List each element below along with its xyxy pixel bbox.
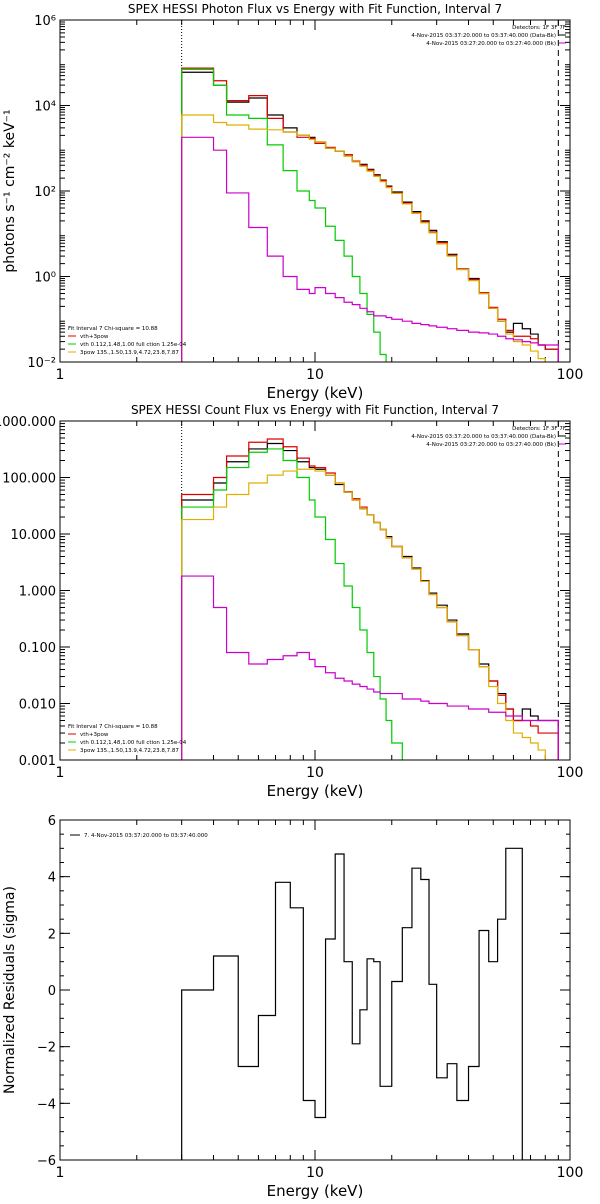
x-tick-label: 1 bbox=[56, 1165, 65, 1181]
y-tick-label: −6 bbox=[37, 1154, 56, 1169]
series-data-bk bbox=[181, 442, 559, 760]
y-tick-label: 1.000 bbox=[19, 585, 56, 600]
chart-title: SPEX HESSI Photon Flux vs Energy with Fi… bbox=[128, 2, 502, 16]
y-tick-label: 10⁶ bbox=[34, 14, 56, 29]
y-tick-label: 1000.000 bbox=[0, 415, 56, 430]
y-tick-label: −4 bbox=[37, 1097, 56, 1112]
x-tick-label: 10 bbox=[306, 1165, 324, 1181]
series-bk bbox=[181, 575, 559, 760]
legend-tr-text: 4-Nov-2015 03:27:20.000 to 03:27:40.000 … bbox=[426, 442, 556, 448]
series-vth-3pow bbox=[181, 438, 559, 760]
x-axis-label: Energy (keV) bbox=[267, 384, 364, 402]
panel-1: SPEX HESSI Photon Flux vs Energy with Fi… bbox=[2, 2, 583, 402]
series-3pow bbox=[181, 114, 546, 362]
x-tick-label: 10 bbox=[306, 765, 324, 781]
y-tick-label: 0.001 bbox=[19, 754, 56, 769]
series-vth-3pow bbox=[181, 67, 559, 362]
legend-tr-text: 4-Nov-2015 03:27:20.000 to 03:27:40.000 … bbox=[426, 41, 556, 47]
series-data-bk bbox=[181, 71, 559, 362]
y-tick-label: 10.000 bbox=[11, 528, 57, 543]
fit-info: Fit Interval 7 Chi-square = 10.88 bbox=[68, 724, 158, 730]
panel-3: 1 10 100 Energy (keV) −6 −4 −2 0 2 4 6 Normalized R… bbox=[2, 814, 583, 1200]
y-tick-label: 10² bbox=[34, 185, 56, 200]
series-vth bbox=[181, 68, 387, 362]
series-bk bbox=[181, 136, 559, 362]
x-tick-label: 1 bbox=[56, 765, 65, 781]
y-tick-label: 0.100 bbox=[19, 641, 56, 656]
y-tick-label: 0.010 bbox=[19, 698, 56, 713]
legend-tr-text: 4-Nov-2015 03:37:20.000 to 03:37:40.000 … bbox=[411, 434, 556, 440]
series-group bbox=[181, 847, 559, 1160]
fit-info: Fit Interval 7 Chi-square = 10.88 bbox=[68, 326, 158, 332]
y-tick-label: −2 bbox=[37, 1041, 56, 1056]
y-tick-label: 6 bbox=[48, 814, 56, 829]
detectors-label: Detectors: 1F 3F 7F bbox=[512, 426, 566, 432]
y-tick-label: 4 bbox=[48, 871, 56, 886]
plot-frame bbox=[59, 19, 571, 363]
y-axis-label: photons s⁻¹ cm⁻² keV⁻¹ bbox=[2, 109, 18, 272]
legend-bl-text: 3pow 135.,1.50,13.9,4.72,23.8,7.87 bbox=[80, 748, 179, 754]
legend-bl-text: vth+3pow bbox=[80, 334, 109, 340]
plot-frame bbox=[59, 420, 571, 761]
legend-bl-text: 3pow 135.,1.50,13.9,4.72,23.8,7.87 bbox=[80, 350, 179, 356]
series-3pow bbox=[181, 468, 559, 760]
plot-frame bbox=[59, 819, 571, 1161]
y-tick-label: 100.000 bbox=[2, 472, 56, 487]
y-tick-label: 2 bbox=[48, 927, 56, 942]
legend-tl-text: 7. 4-Nov-2015 03:37:20.000 to 03:37:40.0… bbox=[84, 833, 208, 839]
series-group bbox=[181, 438, 559, 760]
legend-bl-text: vth 0.112,1.48,1.00 full ction 1.25e-04 bbox=[80, 740, 187, 746]
x-tick-label: 1 bbox=[56, 367, 65, 383]
series-vth bbox=[181, 448, 403, 760]
x-tick-label: 100 bbox=[557, 765, 584, 781]
chart-title: SPEX HESSI Count Flux vs Energy with Fit… bbox=[131, 403, 499, 417]
y-tick-label: 10⁻² bbox=[27, 356, 56, 371]
legend-bl-text: vth+3pow bbox=[80, 732, 109, 738]
x-tick-label: 10 bbox=[306, 367, 324, 383]
y-tick-label: 0 bbox=[48, 984, 56, 999]
legend-bl-text: vth 0.112,1.48,1.00 full ction 1.25e-04 bbox=[80, 342, 187, 348]
x-tick-label: 100 bbox=[557, 367, 584, 383]
x-tick-label: 100 bbox=[557, 1165, 584, 1181]
legend-tr-text: 4-Nov-2015 03:37:20.000 to 03:37:40.000 … bbox=[411, 33, 556, 39]
x-axis-label: Energy (keV) bbox=[267, 1182, 364, 1200]
detectors-label: Detectors: 1F 3F 7F bbox=[512, 25, 566, 31]
x-axis-label: Energy (keV) bbox=[267, 782, 364, 800]
y-tick-label: 10⁴ bbox=[34, 100, 56, 115]
series-residuals bbox=[181, 847, 559, 1160]
panel-2: SPEX HESSI Count Flux vs Energy with Fit… bbox=[0, 403, 583, 800]
y-tick-label: 10⁰ bbox=[34, 271, 56, 286]
series-group bbox=[181, 67, 559, 362]
y-axis-label: Normalized Residuals (sigma) bbox=[2, 886, 18, 1094]
